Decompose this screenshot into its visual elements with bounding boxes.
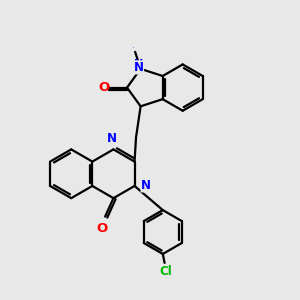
Text: N: N <box>108 135 117 145</box>
Text: N: N <box>134 61 143 74</box>
Text: N: N <box>141 180 150 190</box>
Text: N: N <box>107 132 117 145</box>
Text: N: N <box>141 179 151 192</box>
Text: N: N <box>133 47 134 48</box>
Text: N: N <box>134 59 144 69</box>
Text: O: O <box>97 222 108 235</box>
Text: O: O <box>98 81 110 94</box>
Text: Cl: Cl <box>159 265 172 278</box>
